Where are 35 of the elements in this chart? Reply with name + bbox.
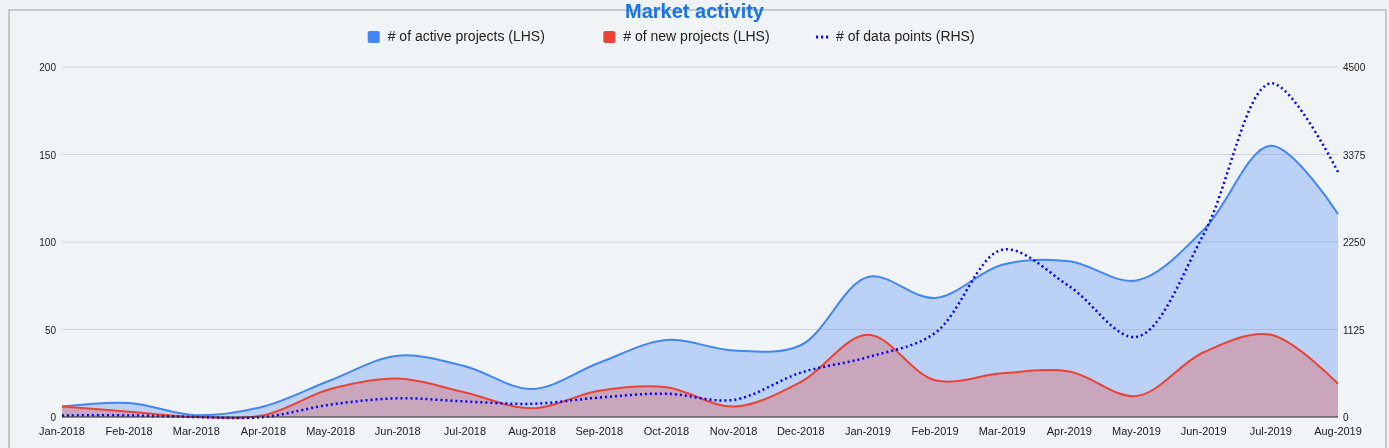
x-tick-label: Apr-2019 xyxy=(1046,425,1092,437)
y2-tick-label: 3375 xyxy=(1343,149,1366,161)
x-tick-label: Nov-2018 xyxy=(709,425,758,437)
legend-label: # of data points (RHS) xyxy=(836,28,975,44)
x-tick-label: Jul-2019 xyxy=(1249,425,1292,437)
y2-tick-label: 4500 xyxy=(1343,62,1366,73)
x-tick-label: Sep-2018 xyxy=(575,425,624,437)
x-tick-label: Mar-2019 xyxy=(978,425,1026,437)
legend-label: # of new projects (LHS) xyxy=(623,28,770,44)
y-tick-label: 150 xyxy=(39,149,57,161)
y2-tick-label: 1125 xyxy=(1343,324,1365,336)
x-tick-label: Jan-2018 xyxy=(39,425,85,437)
x-tick-label: Apr-2018 xyxy=(240,425,287,437)
x-tick-label: Feb-2018 xyxy=(105,425,153,437)
x-tick-label: Aug-2018 xyxy=(508,425,556,437)
x-tick-label: Feb-2019 xyxy=(911,425,959,437)
legend-label: # of active projects (LHS) xyxy=(387,28,545,44)
chart-title: Market activity xyxy=(625,0,765,22)
x-tick-label: Jul-2018 xyxy=(443,425,487,437)
line-series xyxy=(60,82,1340,420)
y-tick-label: 200 xyxy=(39,62,57,73)
x-tick-label: Mar-2018 xyxy=(172,425,220,437)
x-tick-label: Jun-2019 xyxy=(1180,425,1227,437)
y2-tick-label: 2250 xyxy=(1343,237,1366,248)
x-tick-label: Aug-2019 xyxy=(1314,425,1362,437)
x-tick-label: Jun-2018 xyxy=(374,425,421,437)
y2-tick-label: 0 xyxy=(1343,412,1349,423)
x-tick-label: May-2019 xyxy=(1112,425,1161,437)
x-tick-label: Oct-2018 xyxy=(643,425,690,437)
x-tick-label: Jan-2019 xyxy=(844,425,891,437)
y-tick-label: 0 xyxy=(50,412,57,423)
y-tick-label: 50 xyxy=(44,324,57,336)
x-tick-label: Dec-2018 xyxy=(776,425,825,437)
x-tick-label: May-2018 xyxy=(306,425,356,437)
y-tick-label: 100 xyxy=(39,237,57,248)
